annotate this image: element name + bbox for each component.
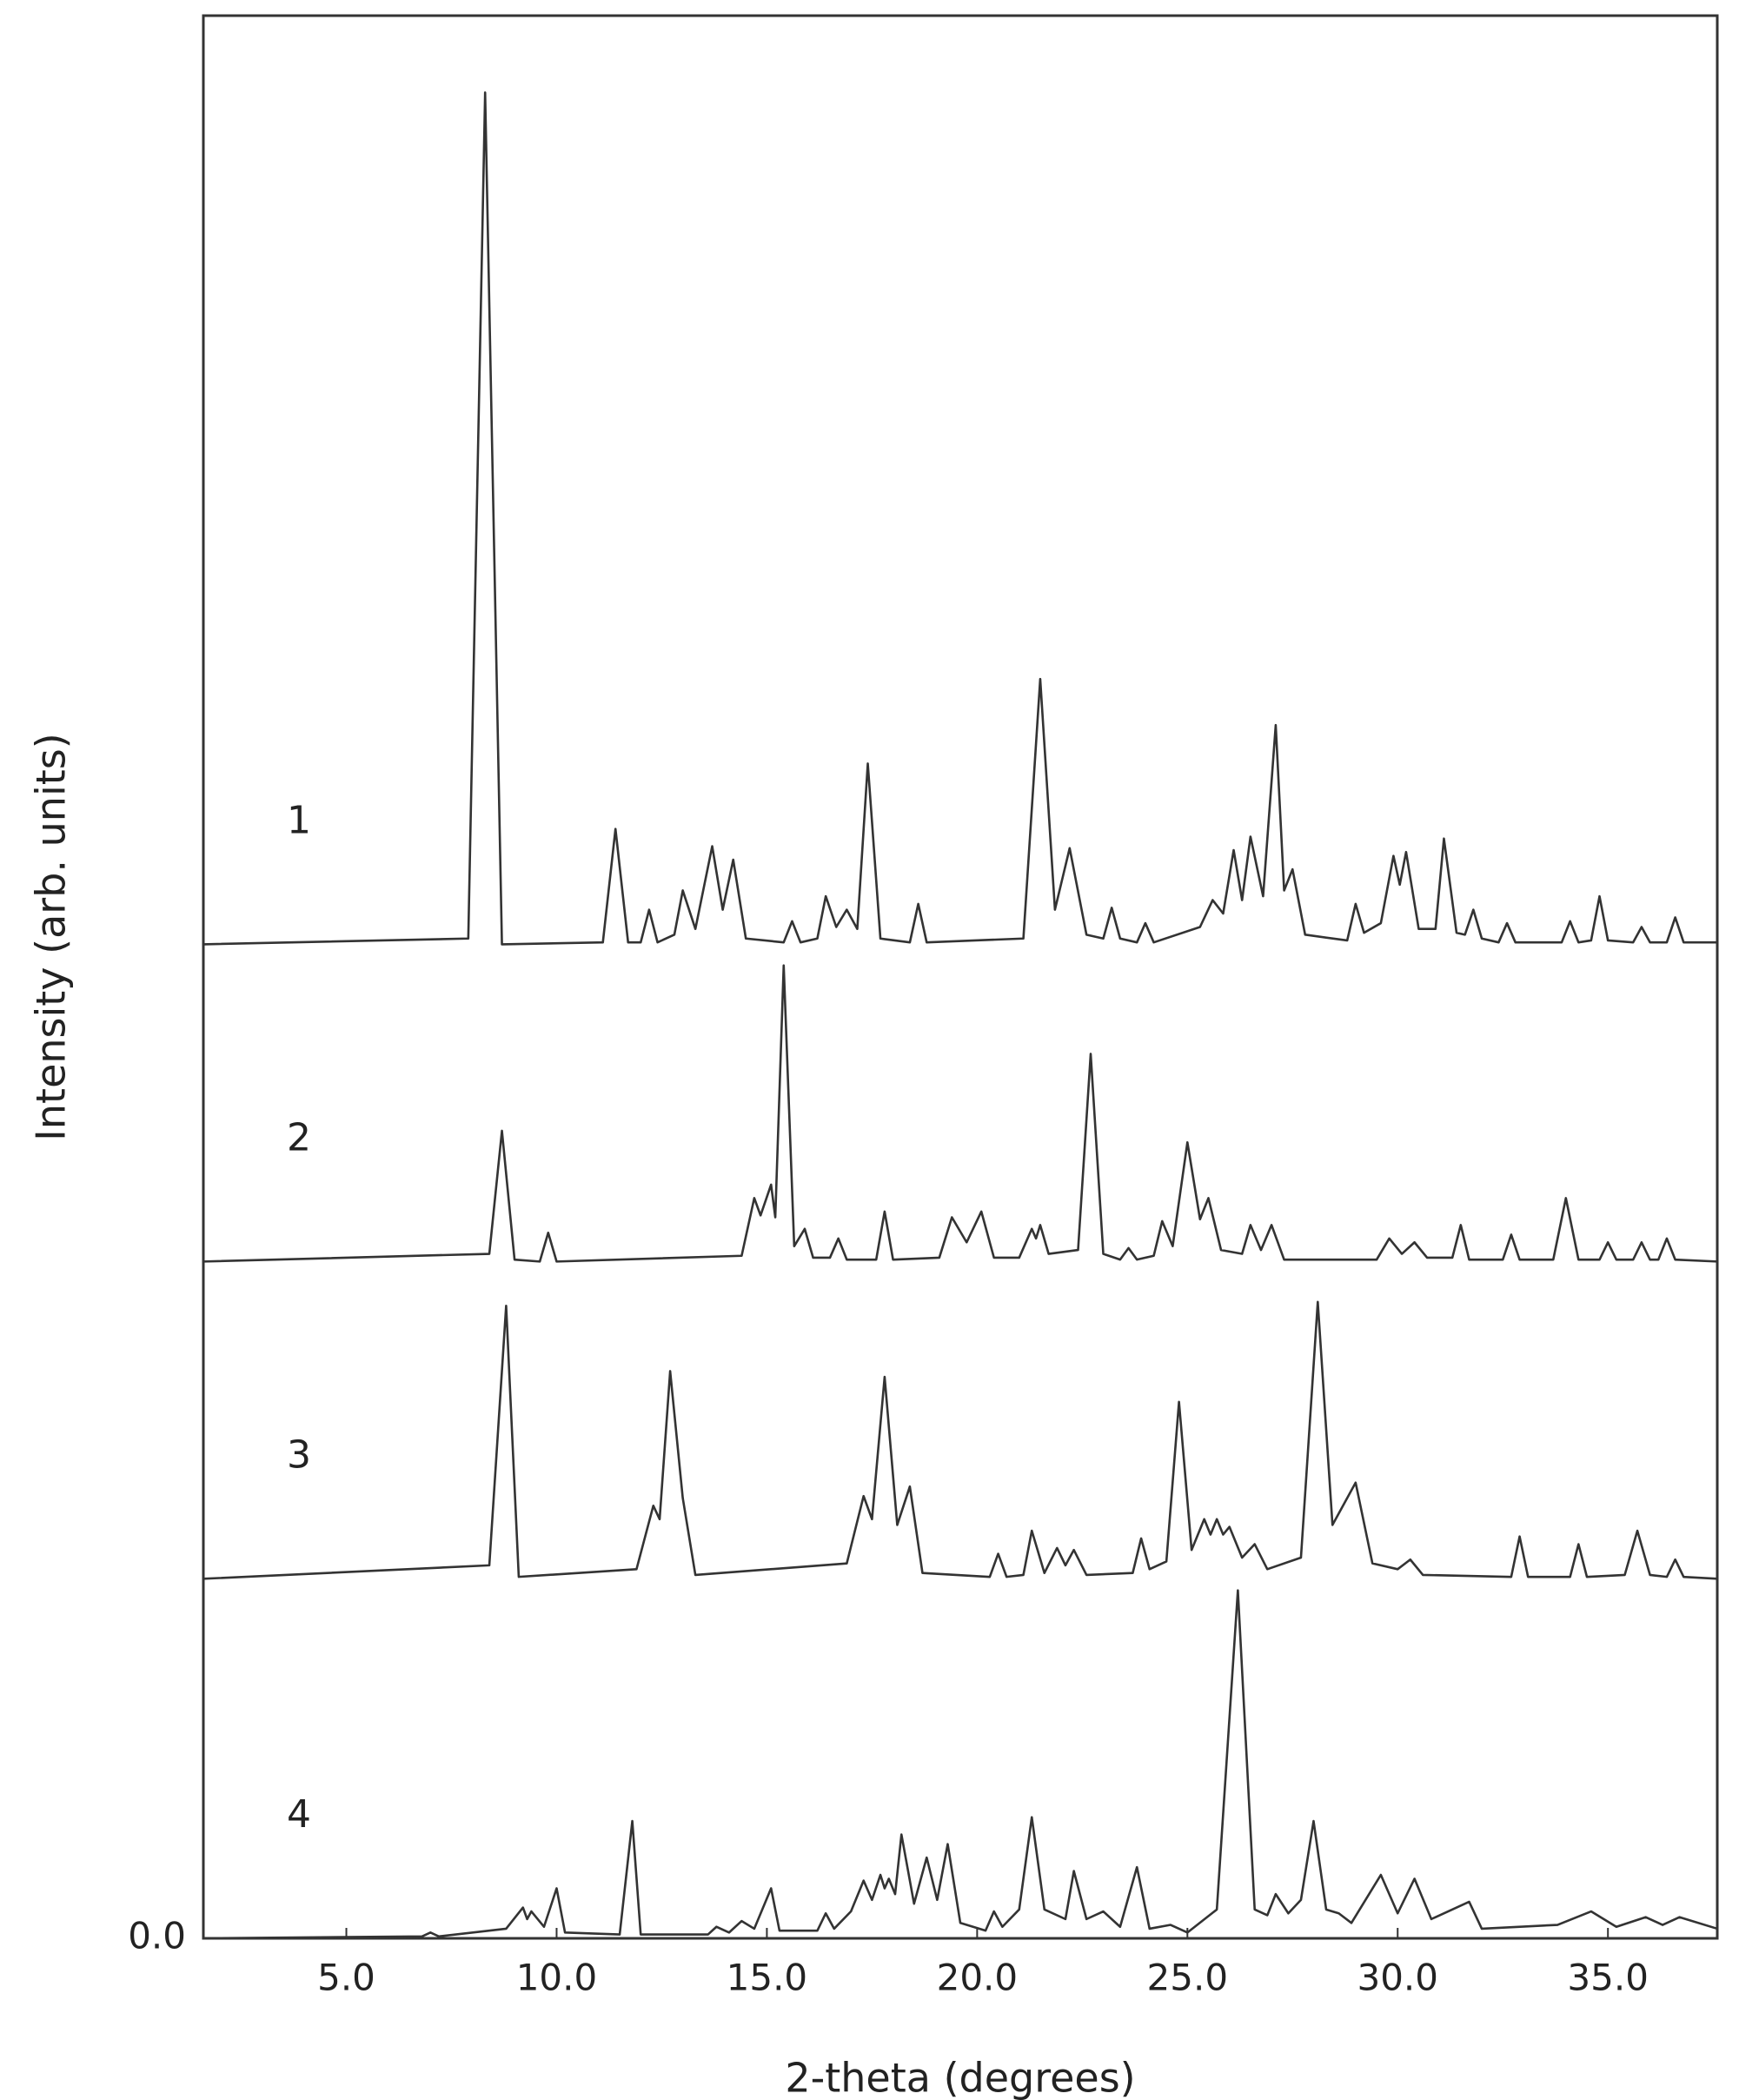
x-tick-label: 5.0 xyxy=(317,1957,375,1999)
x-tick-label: 10.0 xyxy=(516,1957,598,1999)
x-tick-label: 35.0 xyxy=(1567,1957,1649,1999)
y-axis-label: Intensity (arb. units) xyxy=(28,733,75,1140)
pattern-line xyxy=(202,1589,1718,1940)
x-axis-label: 2-theta (degrees) xyxy=(785,2055,1135,2100)
pattern-line xyxy=(202,1300,1718,1580)
series-label: 1 xyxy=(287,798,311,842)
x-tick-label: 15.0 xyxy=(727,1957,808,1999)
series-label: 3 xyxy=(287,1432,311,1477)
y-tick-label: 0.0 xyxy=(128,1915,186,1957)
series-label: 2 xyxy=(287,1115,311,1160)
pattern-line xyxy=(202,91,1717,946)
x-tick-label: 30.0 xyxy=(1357,1957,1438,1999)
series-label: 4 xyxy=(287,1792,311,1837)
plot-frame xyxy=(202,14,1719,1940)
x-tick-label: 20.0 xyxy=(937,1957,1019,1999)
pattern-line xyxy=(202,964,1718,1263)
x-tick-label: 25.0 xyxy=(1147,1957,1229,1999)
